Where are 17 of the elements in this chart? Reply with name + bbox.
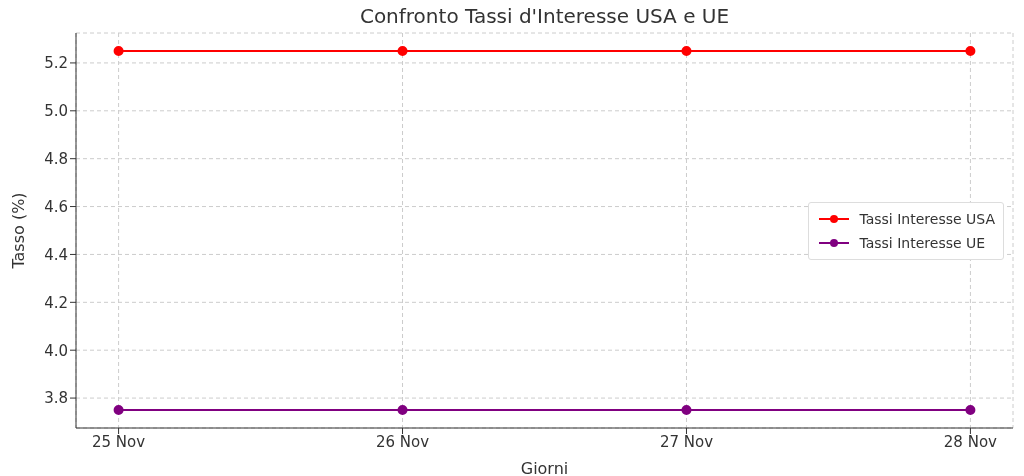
- x-axis-title: Giorni: [520, 459, 569, 476]
- y-tick-label: 4.0: [44, 341, 68, 360]
- legend-label: Tassi Interesse USA: [859, 210, 995, 229]
- y-tick-label: 4.6: [44, 197, 68, 216]
- y-tick-label: 5.0: [44, 102, 68, 121]
- y-tick-label: 3.8: [44, 389, 68, 408]
- x-tick-label: 28 Nov: [943, 432, 998, 451]
- x-tick-label: 27 Nov: [659, 432, 714, 451]
- x-tick-label: 25 Nov: [92, 432, 146, 451]
- y-tick-label: 4.8: [44, 150, 68, 169]
- y-tick-label: 4.4: [44, 245, 68, 264]
- y-axis-title: Tasso (%): [8, 192, 28, 270]
- y-tick-label: 5.2: [44, 54, 68, 73]
- x-tick-label: 26 Nov: [375, 432, 430, 451]
- legend-label: Tassi Interesse UE: [859, 234, 986, 253]
- chart-title: Confronto Tassi d'Interesse USA e UE: [358, 4, 731, 28]
- y-tick-label: 4.2: [44, 293, 68, 312]
